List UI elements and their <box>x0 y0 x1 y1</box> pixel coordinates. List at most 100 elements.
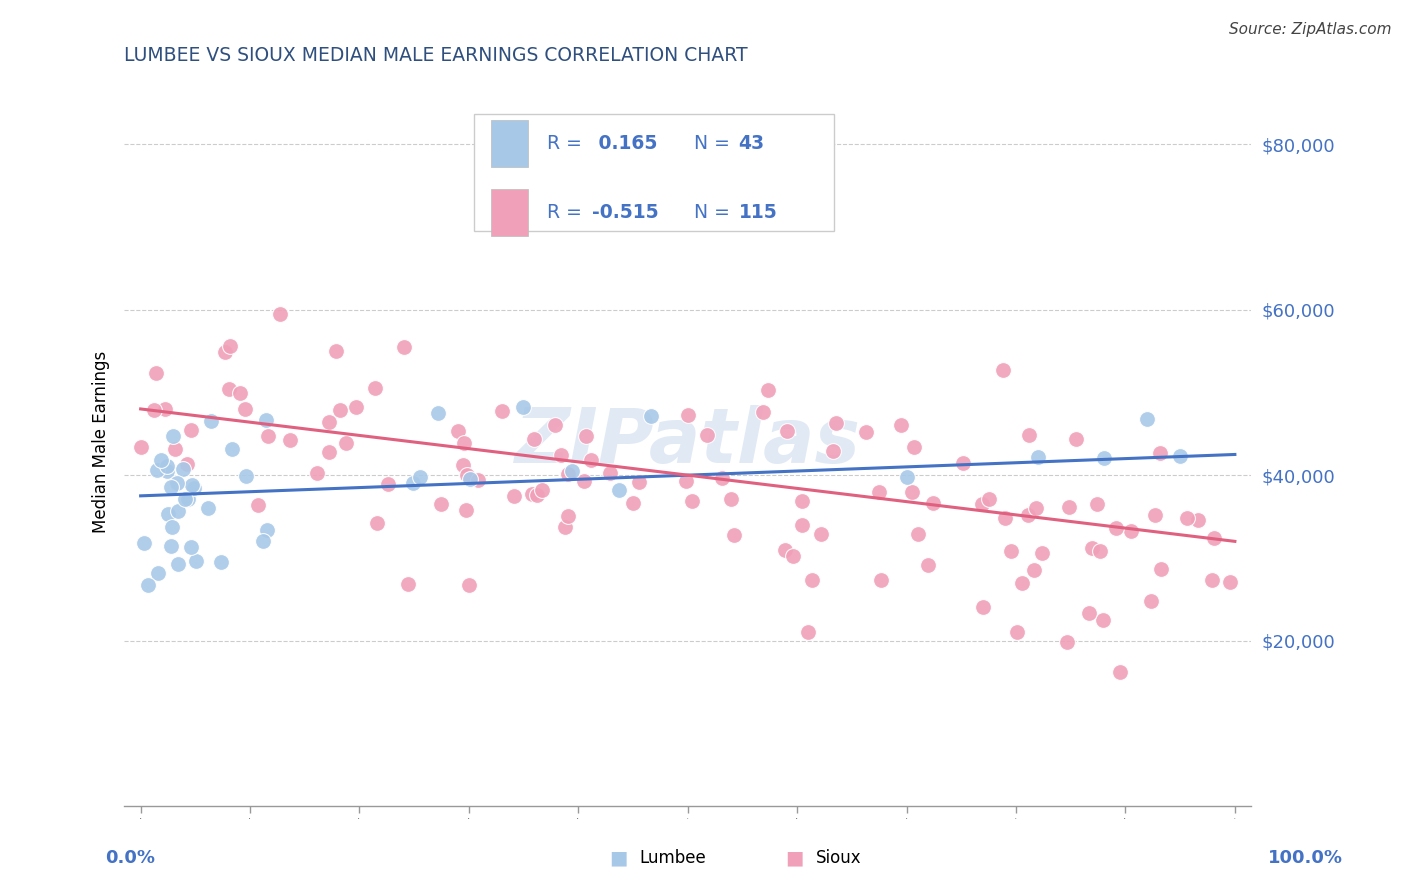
Point <box>176 457 198 471</box>
Point <box>156 458 179 473</box>
Point <box>157 507 180 521</box>
Point <box>1092 613 1115 627</box>
Point <box>782 549 804 563</box>
Point <box>907 527 929 541</box>
Point <box>146 463 169 477</box>
Text: N =: N = <box>682 203 735 222</box>
Bar <box>491 120 527 167</box>
Point <box>150 452 173 467</box>
Point <box>676 409 699 423</box>
Point <box>409 470 432 484</box>
Point <box>200 414 222 428</box>
Point <box>325 344 347 359</box>
Y-axis label: Median Male Earnings: Median Male Earnings <box>93 351 110 533</box>
Point <box>247 498 270 512</box>
Point <box>972 600 994 615</box>
Text: N =: N = <box>682 134 735 153</box>
Point <box>166 504 188 518</box>
Point <box>166 475 188 490</box>
Point <box>550 448 572 462</box>
Point <box>1056 635 1078 649</box>
Point <box>640 409 662 424</box>
Point <box>159 480 181 494</box>
Point <box>166 557 188 571</box>
Point <box>1057 500 1080 514</box>
Point <box>561 464 583 478</box>
Point <box>502 489 524 503</box>
Point <box>752 405 775 419</box>
Point <box>1175 511 1198 525</box>
Point <box>156 464 179 478</box>
Point <box>1144 508 1167 522</box>
Point <box>180 540 202 554</box>
Point <box>823 443 845 458</box>
Point <box>922 496 945 510</box>
Point <box>163 442 186 456</box>
Point <box>451 458 474 472</box>
Point <box>1150 562 1173 576</box>
Point <box>775 542 797 557</box>
Point <box>177 492 200 507</box>
Text: R =: R = <box>547 203 588 222</box>
Point <box>675 474 697 488</box>
Point <box>153 401 176 416</box>
Point <box>810 526 832 541</box>
Text: 115: 115 <box>738 203 778 222</box>
Text: 43: 43 <box>738 134 765 153</box>
Point <box>628 475 651 489</box>
Point <box>183 481 205 495</box>
Point <box>132 536 155 550</box>
Point <box>229 385 252 400</box>
Point <box>1031 546 1053 560</box>
Point <box>994 511 1017 525</box>
Point <box>1140 594 1163 608</box>
Point <box>329 403 352 417</box>
Point <box>142 402 165 417</box>
Point <box>901 485 924 500</box>
Point <box>186 554 208 568</box>
Text: Lumbee: Lumbee <box>640 849 706 867</box>
Point <box>1168 449 1191 463</box>
Point <box>426 406 449 420</box>
Point <box>1011 575 1033 590</box>
Point <box>991 363 1014 377</box>
Point <box>447 424 470 438</box>
Point <box>256 524 278 538</box>
Point <box>136 578 159 592</box>
Point <box>278 433 301 447</box>
Point <box>512 400 534 414</box>
Point <box>903 440 925 454</box>
Point <box>366 516 388 530</box>
Point <box>1018 427 1040 442</box>
Point <box>1022 563 1045 577</box>
Point <box>870 573 893 587</box>
Point <box>214 345 236 359</box>
Point <box>1187 513 1209 527</box>
Point <box>458 577 481 591</box>
Point <box>219 339 242 353</box>
Point <box>1087 497 1109 511</box>
Point <box>305 466 328 480</box>
Point <box>970 497 993 511</box>
Text: 100.0%: 100.0% <box>1268 849 1343 867</box>
Text: LUMBEE VS SIOUX MEDIAN MALE EARNINGS CORRELATION CHART: LUMBEE VS SIOUX MEDIAN MALE EARNINGS COR… <box>124 46 748 65</box>
Point <box>1000 544 1022 558</box>
Point <box>318 415 340 429</box>
Point <box>1017 508 1039 522</box>
Text: Source: ZipAtlas.com: Source: ZipAtlas.com <box>1229 22 1392 37</box>
Point <box>868 485 890 500</box>
Point <box>952 456 974 470</box>
Point <box>796 625 818 640</box>
Point <box>855 425 877 439</box>
Point <box>572 474 595 488</box>
Point <box>218 382 240 396</box>
Point <box>162 429 184 443</box>
Text: ■: ■ <box>785 848 804 868</box>
Point <box>252 534 274 549</box>
Point <box>1121 524 1143 538</box>
Point <box>467 473 489 487</box>
Point <box>723 528 745 542</box>
Point <box>824 416 846 430</box>
Point <box>557 467 579 481</box>
Point <box>917 558 939 572</box>
